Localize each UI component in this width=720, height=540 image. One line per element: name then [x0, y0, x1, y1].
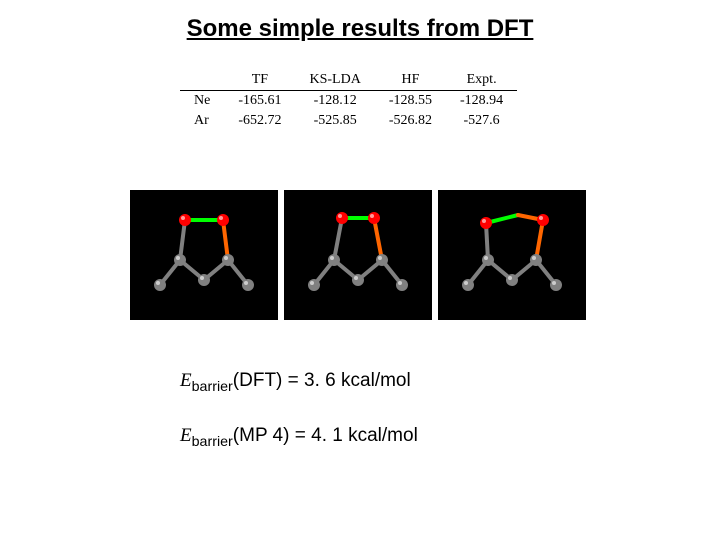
table-header: TF — [224, 70, 295, 91]
molecule-panel — [130, 190, 278, 320]
table-header: HF — [375, 70, 446, 91]
table-header: Expt. — [446, 70, 517, 91]
energy-table: TFKS-LDAHFExpt. Ne-165.61-128.12-128.55-… — [180, 70, 517, 131]
slide-title: Some simple results from DFT — [0, 15, 720, 43]
equation-dft: Ebarrier(DFT) = 3. 6 kcal/mol — [180, 370, 411, 395]
table-cell: -652.72 — [224, 111, 295, 131]
molecule-panel — [284, 190, 432, 320]
table-cell: -527.6 — [446, 111, 517, 131]
table-cell: -128.94 — [446, 91, 517, 112]
table-row: Ar-652.72-525.85-526.82-527.6 — [180, 111, 517, 131]
table-cell: Ar — [180, 111, 224, 131]
table-cell: -128.55 — [375, 91, 446, 112]
table-header: KS-LDA — [296, 70, 375, 91]
table-header — [180, 70, 224, 91]
table-cell: -526.82 — [375, 111, 446, 131]
equation-mp4: Ebarrier(MP 4) = 4. 1 kcal/mol — [180, 425, 418, 450]
molecule-panel — [438, 190, 586, 320]
table-cell: -165.61 — [224, 91, 295, 112]
table-cell: -525.85 — [296, 111, 375, 131]
table-cell: Ne — [180, 91, 224, 112]
table-row: Ne-165.61-128.12-128.55-128.94 — [180, 91, 517, 112]
table-cell: -128.12 — [296, 91, 375, 112]
molecule-row — [130, 190, 586, 320]
